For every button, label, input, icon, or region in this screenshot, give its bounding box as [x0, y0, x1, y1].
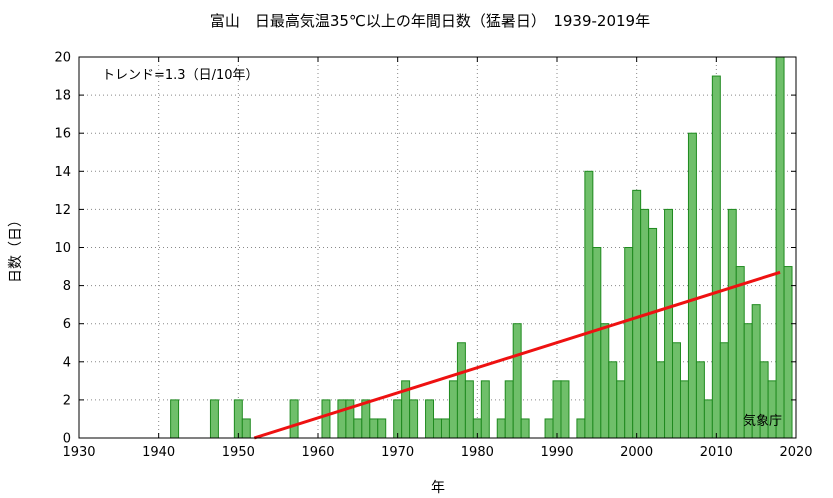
bar: [672, 342, 681, 439]
chart-title: 富山 日最高気温35℃以上の年間日数（猛暑日） 1939-2019年: [210, 12, 650, 30]
y-tick-label: 10: [54, 241, 71, 256]
bar: [584, 170, 594, 439]
bar: [695, 361, 705, 439]
bar: [393, 399, 403, 439]
x-tick-label: 2020: [779, 445, 812, 460]
bar: [600, 323, 610, 439]
trend-annotation: トレンド=1.3（日/10年）: [102, 68, 259, 83]
x-tick-label: 1940: [142, 445, 175, 460]
bar: [719, 342, 729, 439]
source-label: 気象庁: [743, 413, 782, 429]
bar: [679, 380, 689, 439]
bar: [552, 380, 562, 439]
bar: [576, 418, 586, 439]
bar: [496, 418, 506, 439]
bar: [727, 208, 737, 439]
bar: [241, 418, 251, 439]
bar: [321, 399, 331, 439]
bar: [456, 342, 466, 439]
bar: [664, 208, 674, 439]
y-axis-label: 日数（日）: [8, 213, 24, 283]
bar: [480, 380, 490, 439]
bar: [592, 247, 602, 439]
bar: [520, 418, 530, 439]
x-tick-label: 1980: [461, 445, 494, 460]
y-tick-label: 14: [54, 165, 71, 180]
x-tick-label: 1990: [540, 445, 573, 460]
bar: [337, 399, 347, 439]
x-tick-label: 1930: [62, 445, 95, 460]
y-tick-label: 4: [63, 355, 71, 370]
bar: [233, 399, 243, 439]
bar: [616, 380, 626, 439]
bar: [624, 247, 634, 439]
y-tick-label: 18: [54, 89, 71, 104]
trend-line: [253, 270, 781, 440]
bar: [648, 227, 658, 439]
bar: [409, 399, 419, 439]
bar: [735, 266, 745, 439]
bar: [425, 399, 435, 439]
trend-line-group: [253, 270, 781, 440]
bars: [170, 56, 793, 439]
y-tick-label: 0: [63, 432, 71, 447]
x-ticks: 1930 1940 1950 1960 1970 1980 1990 2000 2010 2020: [62, 57, 813, 460]
bar: [448, 380, 458, 439]
bar: [775, 56, 785, 439]
bar: [377, 418, 387, 439]
x-tick-label: 2010: [700, 445, 733, 460]
y-tick-label: 16: [54, 127, 71, 142]
bar: [361, 399, 371, 439]
bar: [289, 399, 299, 439]
x-tick-label: 2000: [620, 445, 653, 460]
bar: [640, 208, 650, 439]
bar: [353, 418, 363, 439]
bar: [711, 75, 721, 439]
x-tick-label: 1960: [301, 445, 334, 460]
x-axis-label: 年: [431, 480, 445, 496]
bar: [632, 189, 642, 439]
bar: [209, 399, 219, 439]
bar: [767, 380, 777, 439]
bar: [433, 418, 442, 439]
bar: [170, 399, 180, 439]
bar: [512, 323, 522, 439]
bar: [560, 380, 570, 439]
y-tick-label: 20: [54, 51, 71, 66]
bar: [687, 132, 697, 439]
y-ticks: 0 2 4 6 8 10 12 14 16 18 20: [54, 51, 796, 447]
x-tick-label: 1950: [222, 445, 255, 460]
y-tick-label: 8: [63, 279, 71, 294]
bar: [369, 418, 379, 439]
bar: [783, 266, 793, 439]
bar: [608, 361, 618, 439]
y-tick-label: 12: [54, 203, 71, 218]
bar: [544, 418, 554, 439]
bar: [703, 399, 713, 439]
bar: [440, 418, 450, 439]
y-tick-label: 6: [63, 317, 71, 332]
y-tick-label: 2: [63, 393, 71, 408]
x-tick-label: 1970: [381, 445, 414, 460]
bar: [656, 361, 666, 439]
bar: [504, 380, 514, 439]
bar: [464, 380, 474, 439]
